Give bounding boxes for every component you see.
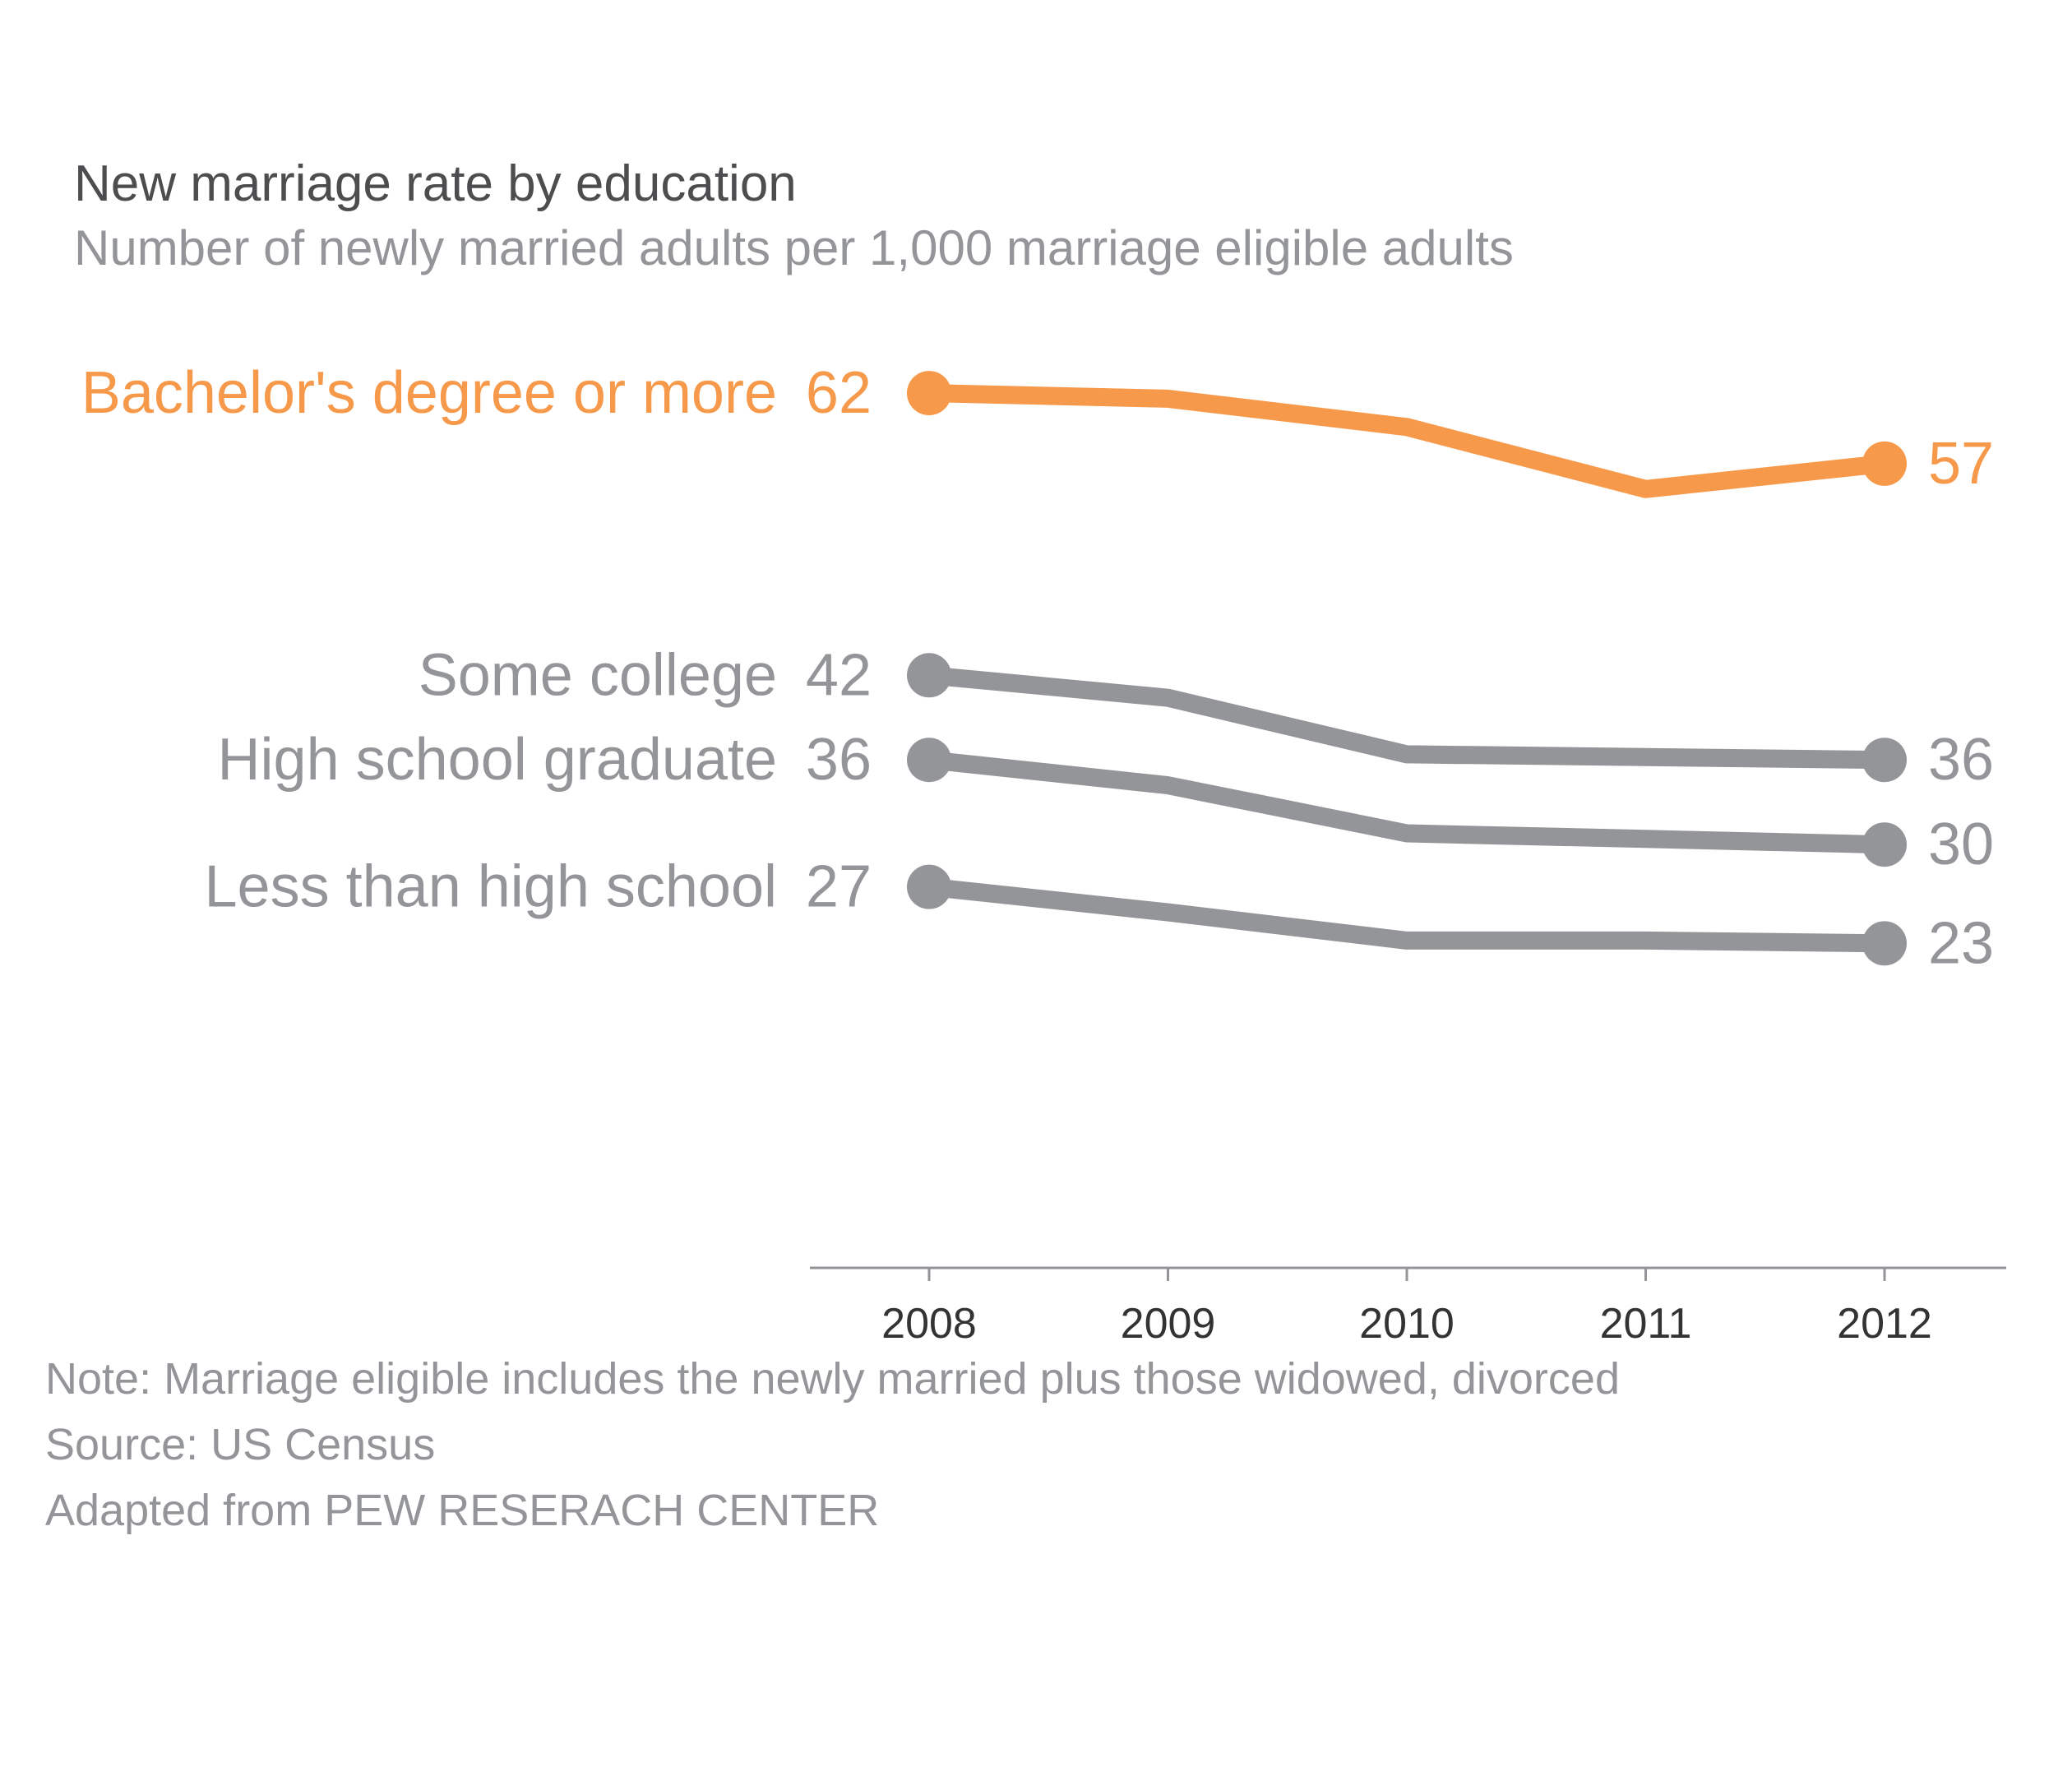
end-value-label: 30	[1928, 812, 1994, 877]
x-tick-label: 2009	[1121, 1300, 1216, 1348]
chart-subtitle: Number of newly married adults per 1,000…	[74, 220, 1514, 275]
start-value-label: 42	[806, 642, 872, 708]
start-point-marker	[907, 738, 951, 783]
start-point-marker	[907, 864, 951, 909]
end-point-marker	[1862, 441, 1907, 486]
series-line	[920, 877, 1894, 953]
end-value-label: 23	[1928, 910, 1994, 976]
series-line	[920, 666, 1894, 770]
end-point-marker	[1862, 921, 1907, 966]
start-point-marker	[907, 371, 951, 416]
series-high-school-graduate: High school graduate 36 30	[218, 727, 1995, 877]
footnotes: Note: Marriage eligible includes the new…	[45, 1354, 1620, 1535]
credit-text: Adapted from PEW RESERACH CENTER	[45, 1486, 879, 1535]
end-point-marker	[1862, 822, 1907, 867]
end-value-label: 57	[1928, 431, 1994, 497]
end-value-label: 36	[1928, 727, 1994, 793]
source-text: Source: US Census	[45, 1420, 435, 1469]
x-tick-label: 2008	[881, 1300, 977, 1348]
series-layer: Bachelor's degree or more 62 57 Some colleg…	[81, 360, 1994, 976]
series-less-than-high-school: Less than high school 27 23	[205, 854, 1995, 977]
x-tick-label: 2012	[1837, 1300, 1932, 1348]
start-value-label: 36	[806, 727, 872, 793]
start-value-label: 27	[806, 854, 872, 920]
x-tick-label: 2011	[1600, 1300, 1692, 1348]
series-some-college: Some college 42 36	[419, 642, 1994, 793]
series-bachelor-s-degree-or-more: Bachelor's degree or more 62 57	[81, 360, 1994, 498]
chart-title: New marriage rate by education	[74, 155, 797, 212]
series-name-label: Some college	[419, 642, 777, 708]
x-axis-ticks: 2008 2009 2010 2011 2012	[881, 1268, 1932, 1348]
series-name-label: High school graduate	[218, 727, 777, 793]
x-tick-label: 2010	[1359, 1300, 1455, 1348]
series-line	[920, 384, 1894, 498]
series-name-label: Bachelor's degree or more	[81, 360, 777, 426]
series-line	[920, 751, 1894, 854]
note-text: Note: Marriage eligible includes the new…	[45, 1354, 1620, 1404]
series-name-label: Less than high school	[205, 854, 777, 920]
start-point-marker	[907, 653, 951, 698]
start-value-label: 62	[806, 360, 872, 426]
end-point-marker	[1862, 738, 1907, 783]
